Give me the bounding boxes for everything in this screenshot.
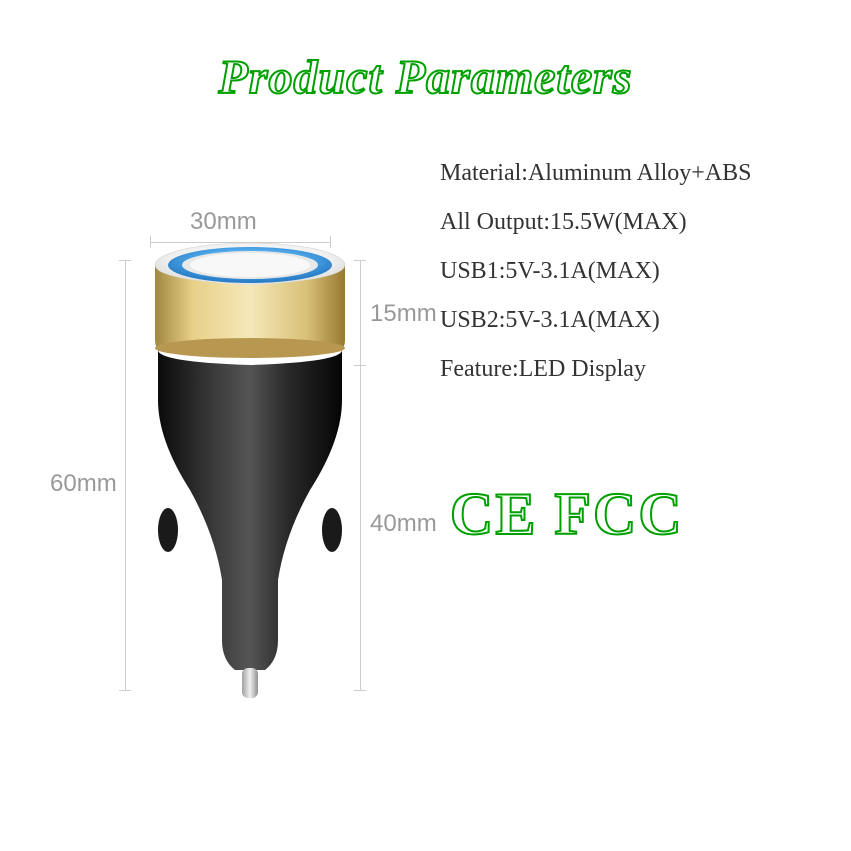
spec-usb2: USB2:5V-3.1A(MAX) <box>440 307 840 334</box>
dim-body-section-label: 40mm <box>370 510 437 538</box>
charger-illustration <box>120 240 380 710</box>
spec-material: Material:Aluminum Alloy+ABS <box>440 160 840 187</box>
dim-top-section-label: 15mm <box>370 300 437 328</box>
dim-total-height-label: 60mm <box>50 470 117 498</box>
dim-width-label: 30mm <box>190 208 257 236</box>
spec-feature: Feature:LED Display <box>440 356 840 383</box>
spec-output: All Output:15.5W(MAX) <box>440 209 840 236</box>
spec-usb1: USB1:5V-3.1A(MAX) <box>440 258 840 285</box>
certification-text: CE FCC <box>450 480 684 549</box>
specs-list: Material:Aluminum Alloy+ABS All Output:1… <box>440 160 840 405</box>
product-diagram: 30mm 60mm 15mm 40mm <box>70 200 430 740</box>
page-title: Product Parameters <box>219 50 633 105</box>
